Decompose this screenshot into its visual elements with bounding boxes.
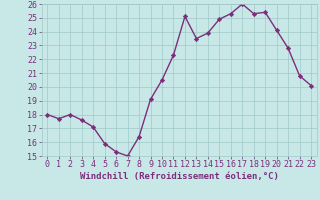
X-axis label: Windchill (Refroidissement éolien,°C): Windchill (Refroidissement éolien,°C) xyxy=(80,172,279,181)
